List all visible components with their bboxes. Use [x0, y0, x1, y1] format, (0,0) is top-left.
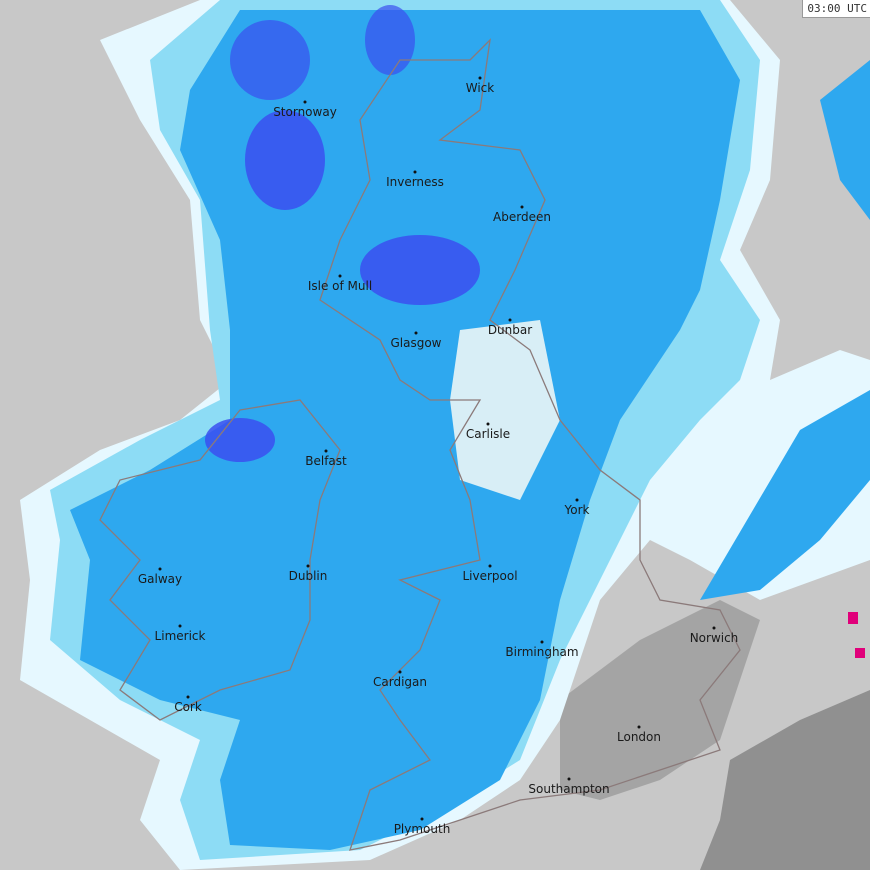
city-label-dunbar: Dunbar	[488, 323, 532, 337]
city-label-carlisle: Carlisle	[466, 427, 510, 441]
city-marker	[508, 318, 512, 322]
timestamp-label: 03:00 UTC	[802, 0, 870, 18]
coastline-great-britain	[319, 38, 741, 851]
city-label-inverness: Inverness	[386, 175, 444, 189]
radar-heavy-rain-north2	[365, 5, 415, 75]
city-marker	[420, 817, 424, 821]
coastline-ireland	[99, 399, 341, 721]
city-label-southampton: Southampton	[528, 782, 609, 796]
city-marker	[178, 624, 182, 628]
city-marker	[575, 498, 579, 502]
city-label-birmingham: Birmingham	[505, 645, 578, 659]
radar-rain-blue	[70, 10, 740, 850]
radar-very-heavy-rain-2	[855, 648, 865, 658]
city-marker	[186, 695, 190, 699]
city-marker	[303, 100, 307, 104]
city-label-stornoway: Stornoway	[273, 105, 337, 119]
city-marker	[413, 170, 417, 174]
city-label-plymouth: Plymouth	[394, 822, 451, 836]
radar-heavy-rain-highlands	[360, 235, 480, 305]
city-label-london: London	[617, 730, 661, 744]
city-label-dublin: Dublin	[289, 569, 328, 583]
city-marker	[306, 564, 310, 568]
city-label-liverpool: Liverpool	[462, 569, 517, 583]
city-label-belfast: Belfast	[305, 454, 347, 468]
city-marker	[338, 274, 342, 278]
city-label-isle-of-mull: Isle of Mull	[308, 279, 372, 293]
city-labels: Stornoway Wick Inverness Aberdeen Isle of Mu…	[138, 76, 739, 836]
radar-heavy-rain-north	[230, 20, 310, 100]
city-label-wick: Wick	[466, 81, 495, 95]
radar-heavy-rain-hebrides	[245, 110, 325, 210]
dry-patch-north-england	[450, 320, 560, 500]
city-marker	[637, 725, 641, 729]
city-label-york: York	[564, 503, 590, 517]
city-marker	[324, 449, 328, 453]
city-label-aberdeen: Aberdeen	[493, 210, 551, 224]
city-marker	[486, 422, 490, 426]
city-marker	[520, 205, 524, 209]
city-marker	[540, 640, 544, 644]
city-marker	[414, 331, 418, 335]
city-marker	[398, 670, 402, 674]
city-marker	[158, 567, 162, 571]
city-label-limerick: Limerick	[155, 629, 206, 643]
city-label-galway: Galway	[138, 572, 182, 586]
city-marker	[478, 76, 482, 80]
radar-heavy-rain-ni	[205, 418, 275, 462]
radar-rain-east-band	[700, 390, 870, 600]
city-label-norwich: Norwich	[690, 631, 739, 645]
radar-rain-northeast	[820, 60, 870, 220]
city-marker	[567, 777, 571, 781]
land-no-rain-continent	[700, 690, 870, 870]
land-no-rain-southeast	[560, 600, 760, 800]
city-label-glasgow: Glasgow	[390, 336, 441, 350]
city-marker	[712, 626, 716, 630]
city-label-cork: Cork	[174, 700, 202, 714]
radar-very-heavy-rain	[848, 612, 858, 624]
city-label-cardigan: Cardigan	[373, 675, 427, 689]
city-marker	[488, 564, 492, 568]
